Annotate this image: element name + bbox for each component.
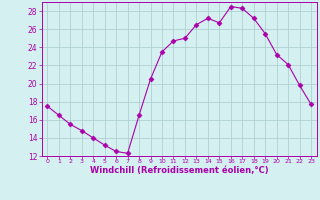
X-axis label: Windchill (Refroidissement éolien,°C): Windchill (Refroidissement éolien,°C) [90, 166, 268, 175]
